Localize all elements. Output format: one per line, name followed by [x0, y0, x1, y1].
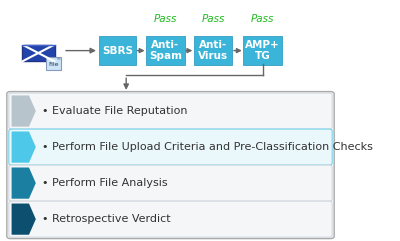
- FancyBboxPatch shape: [99, 36, 136, 65]
- Polygon shape: [12, 203, 36, 235]
- Polygon shape: [57, 57, 61, 60]
- Text: File: File: [48, 62, 59, 67]
- Text: Anti-
Virus: Anti- Virus: [198, 40, 228, 61]
- FancyBboxPatch shape: [46, 57, 61, 70]
- Polygon shape: [12, 167, 36, 199]
- FancyBboxPatch shape: [9, 201, 332, 237]
- Polygon shape: [12, 132, 36, 163]
- FancyBboxPatch shape: [243, 36, 282, 65]
- Polygon shape: [12, 95, 36, 127]
- FancyBboxPatch shape: [22, 45, 54, 61]
- Text: AMP+
TG: AMP+ TG: [245, 40, 280, 61]
- FancyBboxPatch shape: [194, 36, 232, 65]
- FancyBboxPatch shape: [9, 93, 332, 129]
- Text: • Evaluate File Reputation: • Evaluate File Reputation: [42, 106, 188, 116]
- Text: Pass: Pass: [154, 14, 177, 24]
- Text: Pass: Pass: [202, 14, 225, 24]
- FancyBboxPatch shape: [9, 129, 332, 165]
- FancyBboxPatch shape: [7, 92, 334, 239]
- Text: • Perform File Analysis: • Perform File Analysis: [42, 178, 168, 188]
- Text: • Perform File Upload Criteria and Pre-Classification Checks: • Perform File Upload Criteria and Pre-C…: [42, 142, 373, 152]
- Text: SBRS: SBRS: [102, 46, 133, 56]
- FancyBboxPatch shape: [9, 165, 332, 201]
- Text: Pass: Pass: [251, 14, 274, 24]
- Text: Anti-
Spam: Anti- Spam: [149, 40, 182, 61]
- FancyBboxPatch shape: [146, 36, 185, 65]
- Text: • Retrospective Verdict: • Retrospective Verdict: [42, 214, 170, 224]
